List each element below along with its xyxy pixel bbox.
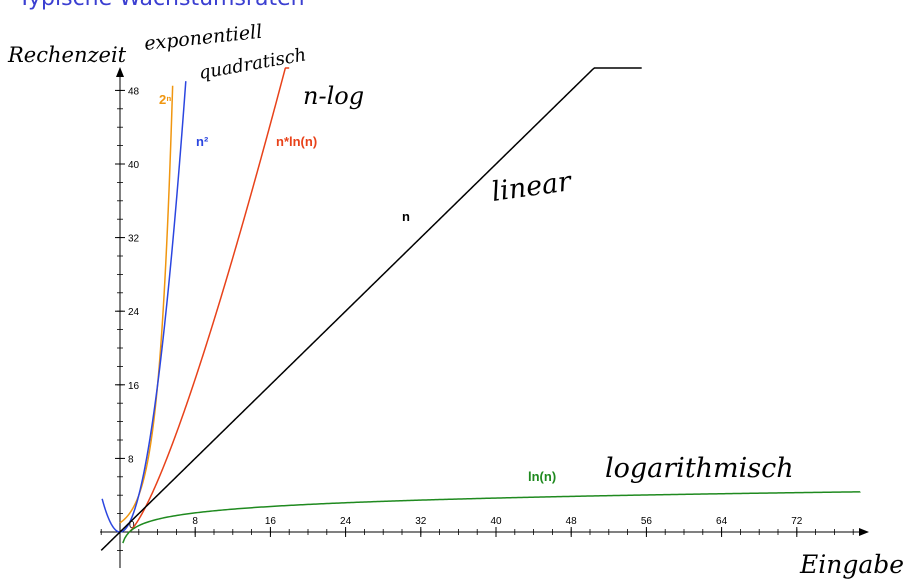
series-label-lnn: ln(n) (528, 469, 556, 484)
x-tick-label: 32 (415, 516, 427, 527)
ticks: 8 16 24 32 40 48 56 64 72 8 16 24 32 40 48 0 (100, 86, 854, 551)
annotation-logarithmic: logarithmisch (605, 453, 794, 484)
x-tick-label: 16 (265, 516, 277, 527)
origin-label: 0 (129, 520, 135, 531)
y-tick-label: 40 (128, 160, 140, 171)
x-tick-label: 72 (791, 516, 803, 527)
series-group (100, 67, 861, 551)
x-tick-label: 40 (490, 516, 502, 527)
annotation-exponential: exponentiell (143, 21, 263, 55)
series-line-3 (100, 67, 642, 551)
slide-title: Typische Wachstumsraten (18, 0, 305, 11)
y-tick-label: 32 (128, 234, 140, 245)
series-line-4 (122, 491, 861, 544)
annotation-quadratic: quadratisch (197, 44, 308, 84)
x-tick-label: 8 (192, 516, 198, 527)
y-tick-label: 8 (128, 454, 134, 465)
function-labels: 2ⁿ n² n*ln(n) n ln(n) (159, 92, 556, 484)
annotation-x-axis: Eingabe (799, 550, 904, 579)
series-label-nlnn: n*ln(n) (276, 134, 317, 149)
series-line-0 (119, 85, 174, 524)
x-tick-label: 48 (566, 516, 578, 527)
annotation-y-axis: Rechenzeit (7, 43, 127, 67)
series-label-2n: 2ⁿ (159, 92, 171, 107)
handwritten-annotations: Rechenzeit exponentiell quadratisch n-lo… (7, 21, 904, 579)
y-tick-label: 24 (128, 307, 140, 318)
y-tick-label: 16 (128, 381, 140, 392)
series-label-n2: n² (196, 134, 209, 149)
annotation-linear: linear (490, 166, 575, 208)
x-tick-label: 24 (340, 516, 352, 527)
series-line-1 (101, 81, 187, 533)
x-tick-label: 56 (641, 516, 653, 527)
x-tick-label: 64 (716, 516, 728, 527)
series-label-n: n (402, 209, 410, 224)
annotation-nlog: n-log (303, 82, 364, 110)
series-line-2 (128, 67, 290, 533)
y-tick-label: 48 (128, 86, 140, 97)
